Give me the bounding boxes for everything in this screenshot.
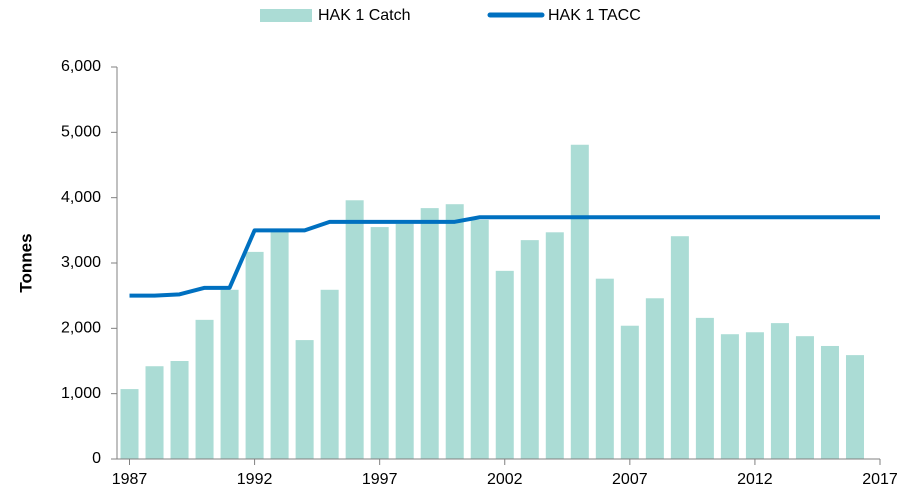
y-tick-label: 1,000: [61, 385, 101, 402]
bar: [695, 317, 714, 459]
bar: [745, 332, 764, 459]
y-tick-label: 0: [92, 450, 101, 467]
x-tick-label: 1992: [237, 471, 273, 488]
bar: [420, 208, 439, 459]
bar: [595, 278, 614, 459]
bar: [295, 340, 314, 459]
bar: [245, 251, 264, 459]
bar: [670, 236, 689, 459]
bar: [445, 204, 464, 459]
x-tick-label: 2007: [612, 471, 648, 488]
legend-label: HAK 1 Catch: [318, 7, 410, 24]
y-tick-label: 6,000: [61, 58, 101, 75]
bar: [195, 319, 214, 459]
y-tick-label: 5,000: [61, 124, 101, 141]
bar: [145, 366, 164, 459]
bar: [220, 289, 239, 459]
y-tick-label: 3,000: [61, 254, 101, 271]
line: [129, 215, 880, 298]
legend-swatch: [260, 9, 312, 22]
bar: [720, 334, 739, 459]
y-tick-label: 4,000: [61, 189, 101, 206]
bar: [645, 298, 664, 459]
bar: [620, 325, 639, 459]
bar: [120, 389, 139, 459]
x-tick-label: 2002: [487, 471, 523, 488]
bar: [795, 336, 814, 459]
bar: [345, 200, 364, 459]
bar: [395, 223, 414, 459]
bar: [770, 323, 789, 459]
x-tick-label: 2012: [737, 471, 773, 488]
bar: [370, 227, 389, 459]
x-tick-label: 1987: [112, 471, 148, 488]
y-tick-label: 2,000: [61, 320, 101, 337]
bar: [170, 361, 189, 459]
y-axis-label: Tonnes: [16, 233, 35, 292]
bar: [320, 289, 339, 459]
bar: [570, 144, 589, 459]
bar: [520, 240, 539, 459]
bar: [545, 232, 564, 459]
bar: [495, 270, 514, 459]
bar: [270, 230, 289, 459]
bar: [845, 355, 864, 459]
bar: [820, 345, 839, 459]
x-tick-label: 2017: [862, 471, 898, 488]
legend-label: HAK 1 TACC: [548, 7, 641, 24]
x-tick-label: 1997: [362, 471, 398, 488]
bar: [470, 219, 489, 459]
